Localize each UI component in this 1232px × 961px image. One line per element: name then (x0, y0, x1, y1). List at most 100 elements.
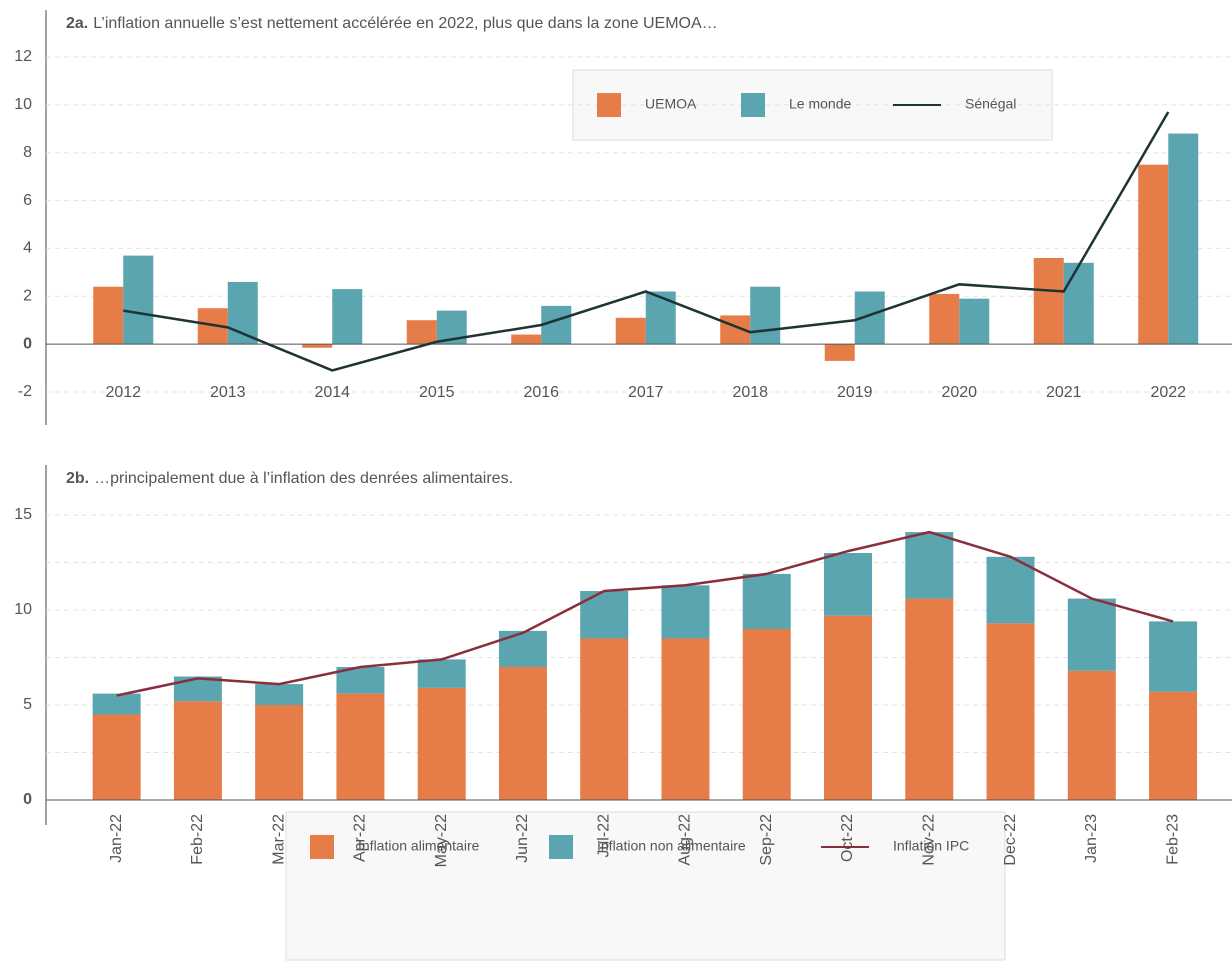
bar (1138, 164, 1169, 345)
bar (498, 630, 547, 667)
x-tick-label: 2017 (628, 384, 664, 401)
bar (173, 701, 222, 800)
bar (905, 532, 954, 599)
line (116, 530, 1174, 697)
y-tick-label: 4 (23, 240, 32, 257)
bar (824, 615, 873, 800)
x-tick-label: 2022 (1150, 384, 1186, 401)
legend-swatch (741, 93, 765, 117)
title-text: …principalement due à l’inflation des de… (94, 470, 513, 487)
bar (645, 291, 676, 345)
x-tick-label: 2021 (1046, 384, 1082, 401)
bar (406, 320, 437, 345)
legend-label: UEMOA (645, 96, 697, 112)
bar (986, 556, 1035, 624)
y-tick-label: 12 (14, 48, 32, 65)
title-text: L’inflation annuelle s’est nettement acc… (93, 15, 717, 32)
x-tick-label: Aug-22 (677, 814, 694, 866)
legend-swatch (549, 835, 573, 859)
bar (498, 667, 547, 800)
y-tick-label: -2 (18, 383, 32, 400)
bar (1063, 262, 1094, 345)
legend-label: Inflation non alimentaire (597, 838, 746, 854)
bar (905, 598, 954, 800)
bar (1149, 691, 1198, 800)
title-label: 2b. (66, 470, 89, 487)
bar (92, 693, 141, 715)
x-tick-label: 2020 (941, 384, 977, 401)
bar (93, 286, 124, 345)
legend-swatch (310, 835, 334, 859)
bar (661, 638, 710, 800)
x-tick-label: Jun-22 (514, 814, 531, 863)
bar (336, 693, 385, 800)
bar (661, 585, 710, 639)
title-label: 2a. (66, 15, 88, 32)
y-tick-label: 10 (14, 96, 32, 113)
y-tick-label: 0 (23, 335, 32, 352)
bar (255, 684, 304, 705)
bar (580, 591, 629, 639)
x-tick-label: 2015 (419, 384, 455, 401)
bar (541, 305, 572, 345)
x-tick-label: Feb-23 (1164, 814, 1181, 865)
bar (123, 255, 154, 345)
x-tick-label: Jan-23 (1083, 814, 1100, 863)
bar (417, 659, 466, 688)
bar (742, 573, 791, 629)
x-tick-label: 2018 (732, 384, 768, 401)
x-tick-label: Apr-22 (352, 814, 369, 862)
x-tick-label: Sep-22 (758, 814, 775, 866)
bar (986, 623, 1035, 800)
bar (824, 344, 855, 361)
bar (824, 553, 873, 616)
bar (92, 714, 141, 800)
y-tick-label: 2 (23, 288, 32, 305)
x-tick-label: Nov-22 (920, 814, 937, 866)
y-tick-label: 10 (14, 601, 32, 618)
chart-title: 2b. …principalement due à l’inflation des… (66, 470, 513, 487)
x-tick-label: 2014 (314, 384, 350, 401)
bar (1168, 133, 1199, 345)
bar (332, 289, 363, 345)
bar (1149, 621, 1198, 692)
y-tick-label: 6 (23, 192, 32, 209)
x-tick-label: 2016 (523, 384, 559, 401)
x-tick-label: Mar-22 (270, 814, 287, 865)
bar (742, 629, 791, 800)
x-tick-label: Feb-22 (189, 814, 206, 865)
bar (1067, 598, 1116, 671)
bar (302, 344, 333, 348)
x-tick-label: 2019 (837, 384, 873, 401)
bar (580, 638, 629, 800)
bar (255, 705, 304, 800)
x-tick-label: May-22 (433, 814, 450, 867)
bar (750, 286, 781, 345)
y-tick-label: 8 (23, 144, 32, 161)
x-tick-label: Dec-22 (1002, 814, 1019, 866)
x-tick-label: 2013 (210, 384, 246, 401)
x-tick-label: 2012 (105, 384, 141, 401)
legend-box (285, 811, 1006, 961)
y-tick-label: 0 (23, 791, 32, 808)
bar (511, 334, 542, 345)
bar (929, 293, 960, 345)
line (123, 111, 1170, 372)
x-tick-label: Oct-22 (839, 814, 856, 862)
chart-title: 2a. L’inflation annuelle s’est nettement … (66, 15, 718, 32)
bar (417, 687, 466, 800)
bar (1033, 258, 1064, 345)
legend-label: Sénégal (965, 96, 1016, 112)
x-tick-label: Jul-22 (595, 814, 612, 858)
bar (1067, 670, 1116, 800)
x-tick-label: Jan-22 (108, 814, 125, 863)
y-tick-label: 15 (14, 506, 32, 523)
legend-label: Inflation IPC (893, 838, 969, 854)
y-tick-label: 5 (23, 696, 32, 713)
legend-swatch (597, 93, 621, 117)
bar (615, 317, 646, 345)
bar (959, 298, 990, 345)
legend-label: Le monde (789, 96, 851, 112)
legend-label: Inflation alimentaire (358, 838, 480, 854)
